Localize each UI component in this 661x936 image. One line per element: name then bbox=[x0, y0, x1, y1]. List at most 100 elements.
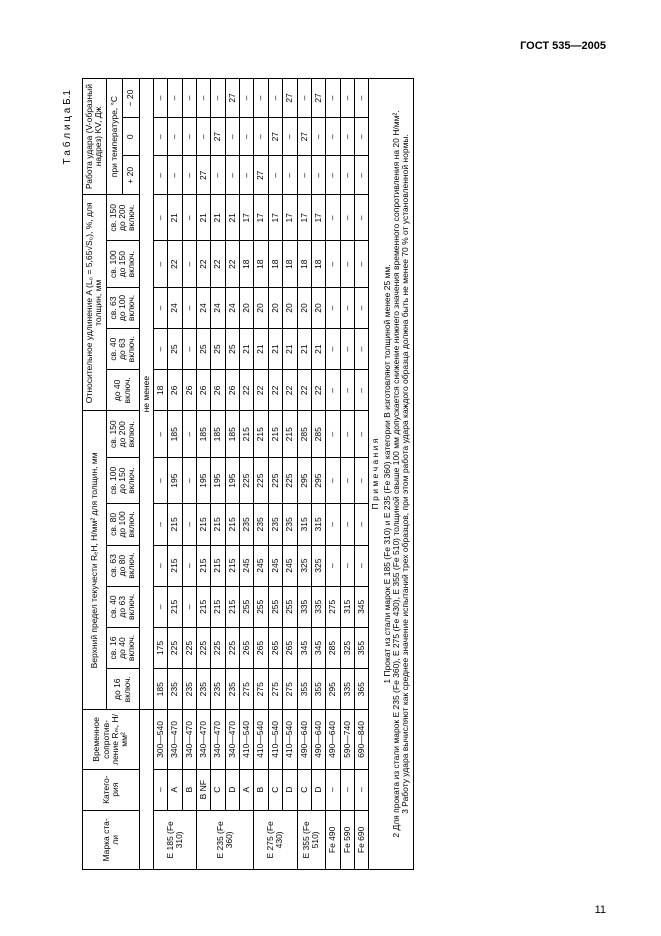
cell-yield-3: 325 bbox=[311, 545, 325, 586]
cell-elong-4: 21 bbox=[211, 195, 225, 241]
cell-impact-0: – bbox=[211, 156, 225, 195]
cell-elong-0: – bbox=[326, 370, 340, 411]
cell-elong-3: 18 bbox=[254, 241, 268, 287]
cell-category: D bbox=[283, 769, 297, 810]
cell-tensile: 410—540 bbox=[240, 710, 254, 769]
cell-yield-3: 245 bbox=[254, 545, 268, 586]
cell-yield-1: 265 bbox=[268, 627, 282, 668]
cell-elong-2: – bbox=[154, 287, 168, 328]
cell-yield-1: 175 bbox=[154, 627, 168, 668]
cell-yield-5: 225 bbox=[254, 457, 268, 503]
cell-impact-0: – bbox=[311, 156, 325, 195]
cell-elong-0: 22 bbox=[254, 370, 268, 411]
cell-yield-3: 245 bbox=[268, 545, 282, 586]
cell-yield-6: – bbox=[182, 411, 196, 457]
th-y6: св. 150 до 200 включ. bbox=[106, 411, 139, 457]
cell-tensile: 340—470 bbox=[225, 710, 239, 769]
cell-yield-4: – bbox=[182, 504, 196, 545]
cell-elong-1: 21 bbox=[254, 329, 268, 370]
cell-yield-2: 255 bbox=[254, 586, 268, 627]
cell-yield-5: 225 bbox=[240, 457, 254, 503]
cell-yield-3: – bbox=[182, 545, 196, 586]
cell-impact-0: – bbox=[154, 156, 168, 195]
cell-elong-4: 21 bbox=[168, 195, 182, 241]
cell-elong-1: – bbox=[182, 329, 196, 370]
cell-elong-3: 22 bbox=[197, 241, 211, 287]
cell-grade: Fe 590 bbox=[340, 810, 354, 869]
cell-elong-0: 26 bbox=[168, 370, 182, 411]
table-row: E 235 (Fe 360)B NF340—470235225215215215… bbox=[197, 79, 211, 870]
cell-impact-1: – bbox=[240, 117, 254, 156]
cell-yield-2: – bbox=[182, 586, 196, 627]
cell-elong-1: – bbox=[354, 329, 368, 370]
cell-yield-6: – bbox=[154, 411, 168, 457]
cell-yield-2: 345 bbox=[354, 586, 368, 627]
cell-elong-0: 22 bbox=[311, 370, 325, 411]
cell-elong-2: – bbox=[354, 287, 368, 328]
cell-elong-0: 22 bbox=[297, 370, 311, 411]
cell-elong-0: 26 bbox=[197, 370, 211, 411]
cell-yield-5: 225 bbox=[283, 457, 297, 503]
cell-impact-1: – bbox=[182, 117, 196, 156]
cell-elong-3: – bbox=[340, 241, 354, 287]
th-y0: до 16 включ. bbox=[106, 669, 139, 710]
cell-yield-0: 275 bbox=[268, 669, 282, 710]
cell-yield-5: – bbox=[354, 457, 368, 503]
th-y2: св. 40 до 63 включ. bbox=[106, 586, 139, 627]
cell-yield-4: – bbox=[354, 504, 368, 545]
cell-yield-5: 195 bbox=[225, 457, 239, 503]
cell-grade: E 275 (Fe 430) bbox=[254, 810, 297, 869]
cell-yield-4: 235 bbox=[254, 504, 268, 545]
cell-elong-4: 17 bbox=[240, 195, 254, 241]
cell-impact-1: – bbox=[154, 117, 168, 156]
table-row: D490—6403553453353253152952852221201817–… bbox=[311, 79, 325, 870]
th-e4: св. 150 до 200 включ. bbox=[106, 195, 139, 241]
cell-category: D bbox=[311, 769, 325, 810]
cell-category: B bbox=[182, 769, 196, 810]
cell-yield-6: 285 bbox=[311, 411, 325, 457]
cell-elong-3: 18 bbox=[311, 241, 325, 287]
cell-impact-1: – bbox=[283, 117, 297, 156]
cell-yield-6: – bbox=[340, 411, 354, 457]
cell-elong-1: 25 bbox=[225, 329, 239, 370]
th-e3: св. 100 до 150 включ. bbox=[106, 241, 139, 287]
cell-category: C bbox=[211, 769, 225, 810]
th-notless: не менее bbox=[139, 79, 153, 710]
cell-yield-4: 235 bbox=[283, 504, 297, 545]
cell-elong-2: 20 bbox=[297, 287, 311, 328]
cell-yield-2: 215 bbox=[211, 586, 225, 627]
cell-yield-4: 315 bbox=[311, 504, 325, 545]
cell-elong-4: – bbox=[154, 195, 168, 241]
cell-grade: E 185 (Fe 310) bbox=[154, 810, 197, 869]
cell-tensile: 490—640 bbox=[311, 710, 325, 769]
cell-yield-2: 275 bbox=[326, 586, 340, 627]
cell-impact-1: – bbox=[311, 117, 325, 156]
cell-elong-3: 22 bbox=[168, 241, 182, 287]
cell-impact-1: – bbox=[340, 117, 354, 156]
notes-cell: П р и м е ч а н и я 1 Прокат из стали ма… bbox=[369, 79, 413, 870]
th-e2: св. 63 до 100 включ. bbox=[106, 287, 139, 328]
cell-tensile: 490—640 bbox=[326, 710, 340, 769]
cell-impact-0: 27 bbox=[254, 156, 268, 195]
cell-impact-1: – bbox=[225, 117, 239, 156]
cell-impact-0: – bbox=[182, 156, 196, 195]
cell-yield-3: 215 bbox=[168, 545, 182, 586]
cell-elong-3: 18 bbox=[297, 241, 311, 287]
table-row: E 275 (Fe 430)B410—540275265255245235225… bbox=[254, 79, 268, 870]
cell-yield-3: – bbox=[326, 545, 340, 586]
cell-tensile: 410—540 bbox=[283, 710, 297, 769]
cell-yield-4: 235 bbox=[240, 504, 254, 545]
cell-yield-6: – bbox=[326, 411, 340, 457]
th-impact-group: Работа удара (V-образный надрез) KV, Дж bbox=[83, 79, 107, 195]
table-row: E 185 (Fe 310)–300—540185175–––––18–––––… bbox=[154, 79, 168, 870]
cell-yield-4: – bbox=[154, 504, 168, 545]
cell-tensile: 340—470 bbox=[211, 710, 225, 769]
cell-impact-2: – bbox=[197, 79, 211, 118]
cell-elong-3: 18 bbox=[240, 241, 254, 287]
cell-elong-3: – bbox=[326, 241, 340, 287]
cell-category: C bbox=[297, 769, 311, 810]
cell-tensile: 590—740 bbox=[340, 710, 354, 769]
cell-elong-1: 25 bbox=[168, 329, 182, 370]
cell-elong-3: – bbox=[182, 241, 196, 287]
cell-elong-1: 21 bbox=[268, 329, 282, 370]
